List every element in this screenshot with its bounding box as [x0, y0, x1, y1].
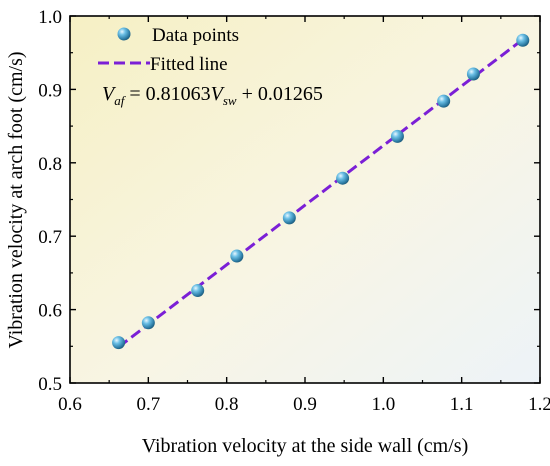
fit-equation: Vaf = 0.81063Vsw + 0.01265 — [102, 83, 323, 108]
x-axis-title: Vibration velocity at the side wall (cm/… — [142, 435, 468, 457]
fitted-line — [117, 38, 524, 349]
y-tick-label: 1.0 — [38, 7, 62, 28]
ticks-layer: 0.6 0.7 0.8 0.9 1.0 1.1 1.20.50.60.70.80.91.0 — [38, 7, 550, 415]
x-tick-label: 0.6 — [58, 394, 82, 415]
eq-rhs-subscript: sw — [223, 93, 237, 108]
data-point — [516, 33, 530, 47]
x-tick-label: 0.7 — [136, 394, 160, 415]
data-point — [282, 211, 296, 225]
legend-marker-data-points — [117, 27, 131, 41]
data-point — [466, 67, 480, 81]
y-tick-label: 0.9 — [38, 80, 62, 101]
x-tick-label: 1.2 — [528, 394, 550, 415]
y-tick-label: 0.6 — [38, 301, 62, 322]
data-point — [437, 94, 451, 108]
data-point — [112, 336, 126, 350]
y-axis-title: Vibration velocity at arch foot (cm/s) — [5, 51, 27, 348]
legend: Data points Fitted line — [98, 25, 239, 75]
fit-line-layer — [117, 38, 524, 349]
data-point — [230, 249, 244, 263]
data-point — [191, 284, 205, 298]
y-tick-label: 0.5 — [38, 374, 62, 395]
legend-label-fitted-line: Fitted line — [150, 54, 228, 75]
x-tick-label: 0.8 — [215, 394, 239, 415]
x-tick-label: 0.9 — [293, 394, 317, 415]
data-point — [336, 171, 350, 185]
legend-label-data-points: Data points — [152, 25, 239, 46]
eq-coefficient: = 0.81063 — [124, 83, 210, 105]
data-points-layer — [112, 33, 530, 350]
data-point — [141, 316, 155, 330]
x-tick-label: 1.0 — [371, 394, 395, 415]
y-tick-label: 0.8 — [38, 154, 62, 175]
data-point — [390, 129, 404, 143]
y-tick-label: 0.7 — [38, 227, 62, 248]
eq-intercept: + 0.01265 — [237, 83, 323, 105]
eq-rhs-symbol: V — [211, 83, 226, 105]
eq-lhs-symbol: V — [102, 83, 117, 105]
eq-lhs-subscript: af — [114, 93, 127, 108]
x-tick-label: 1.1 — [450, 394, 474, 415]
